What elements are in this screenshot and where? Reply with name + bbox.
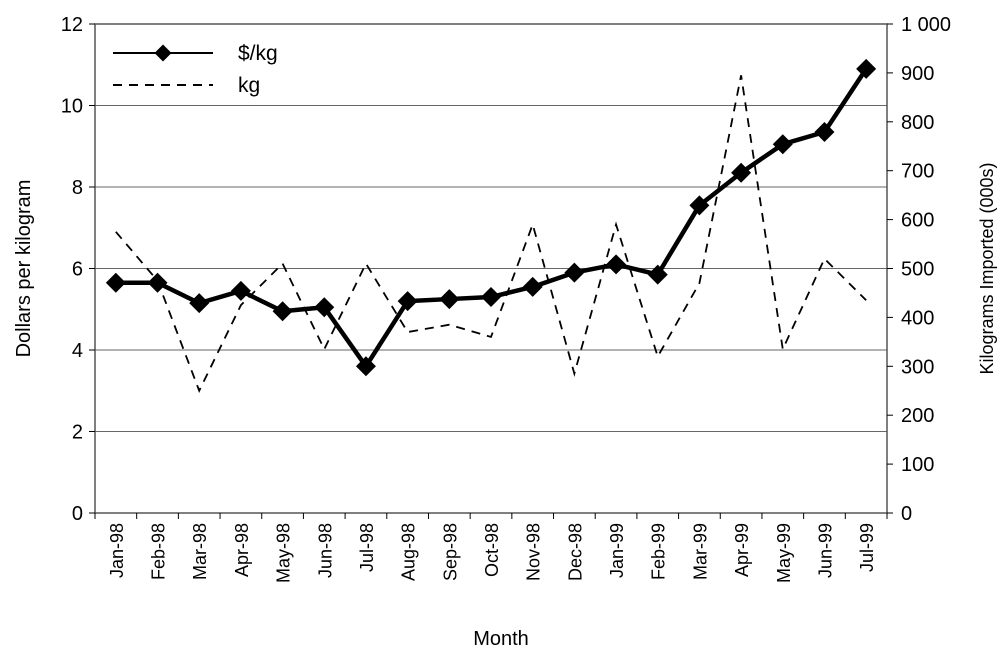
data-point-diamond [439,289,460,310]
right-tick-label: 200 [901,405,934,427]
x-tick-label: Aug-98 [399,523,419,581]
left-tick-label: 12 [61,14,83,36]
x-tick-label: May-99 [774,523,794,583]
right-tick-label: 400 [901,307,934,329]
data-point-diamond [272,301,293,322]
data-point-diamond [731,162,752,183]
right-tick-label: 500 [901,259,934,281]
series-line-price [115,67,869,369]
x-tick-label: Dec-98 [565,523,585,581]
data-point-diamond [189,293,210,314]
series-price-per-kg [105,58,877,377]
data-point-diamond [814,121,835,142]
data-point-diamond [522,276,543,297]
right-tick-label: 300 [901,356,934,378]
x-axis-ticks: Jan-98 Feb-98 Mar-98 Apr-98 May-98 Jun-98 Jul-… [94,513,888,583]
right-tick-label: 0 [901,503,912,525]
legend: $/kg kg [113,42,278,97]
left-tick-label: 2 [72,422,83,444]
data-point-diamond [314,297,335,318]
gridlines [95,105,887,432]
legend-label-kg: kg [238,74,260,97]
data-point-diamond [230,280,251,301]
right-tick-label: 600 [901,210,934,232]
data-point-diamond [772,134,793,155]
data-point-diamond [689,195,710,216]
x-axis-title: Month [473,628,529,650]
x-tick-label: Apr-98 [232,523,252,577]
right-tick-label: 800 [901,112,934,134]
x-tick-label: Jan-98 [107,523,127,578]
x-tick-label: Jun-99 [815,523,835,578]
x-tick-label: Feb-99 [649,523,669,580]
x-tick-label: Jul-98 [357,523,377,572]
data-point-diamond [105,272,126,293]
right-tick-label: 1 000 [901,14,951,36]
y2-axis-title: Kilograms Imported (000s) [977,162,997,374]
x-tick-label: Oct-98 [482,523,502,577]
x-tick-label: Jan-99 [607,523,627,578]
left-tick-label: 0 [72,503,83,525]
series-kg [115,75,867,394]
y-axis-title: Dollars per kilogram [13,180,35,358]
left-tick-label: 10 [61,96,83,118]
right-tick-label: 700 [901,161,934,183]
right-axis-ticks: 0 100 200 300 400 500 600 700 800 900 1 000 [887,14,951,525]
data-point-diamond [647,264,668,285]
left-axis-ticks: 0 2 4 6 8 10 12 [61,14,95,525]
x-tick-label: Jul-99 [857,523,877,572]
legend-label-price: $/kg [238,42,278,65]
series-line-kg [115,75,867,394]
data-point-diamond [397,291,418,312]
data-point-diamond [564,262,585,283]
left-tick-label: 8 [72,177,83,199]
left-tick-label: 4 [72,340,83,362]
legend-diamond-marker [154,44,172,62]
x-tick-label: Apr-99 [732,523,752,577]
x-tick-label: Nov-98 [524,523,544,581]
x-tick-label: May-98 [274,523,294,583]
x-tick-label: Jun-98 [315,523,335,578]
data-point-diamond [606,254,627,275]
right-tick-label: 100 [901,454,934,476]
x-tick-label: Mar-98 [190,523,210,580]
left-tick-label: 6 [72,259,83,281]
x-tick-label: Sep-98 [440,523,460,581]
data-point-diamond [355,356,376,377]
data-point-diamond [481,287,501,308]
x-tick-label: Mar-99 [690,523,710,580]
data-point-diamond [147,272,168,293]
x-tick-label: Feb-98 [149,523,169,580]
data-point-diamond [856,58,877,79]
right-tick-label: 900 [901,63,934,85]
